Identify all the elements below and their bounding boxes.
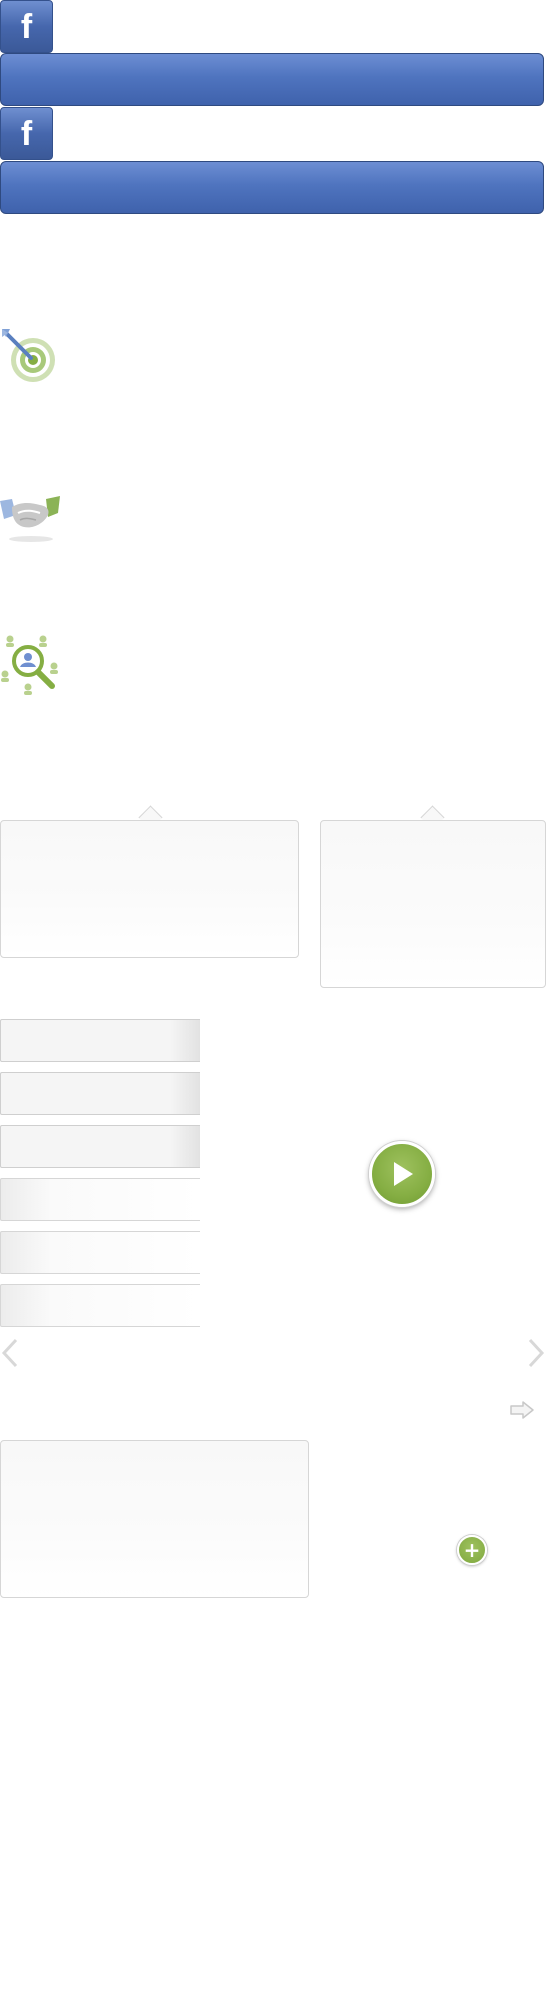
add-button[interactable]: + — [457, 1535, 487, 1565]
facebook-logo-letter: f — [20, 114, 33, 153]
tab-item[interactable] — [0, 1178, 200, 1221]
facebook-logo-icon[interactable]: f — [0, 107, 53, 160]
play-button[interactable] — [369, 1141, 435, 1207]
tab-item-active[interactable] — [0, 1125, 200, 1168]
chevron-right-icon[interactable] — [526, 1338, 546, 1368]
chevron-left-icon[interactable] — [0, 1338, 20, 1368]
tab-item[interactable] — [0, 1231, 200, 1274]
arrow-right-icon[interactable] — [509, 1400, 535, 1420]
target-dart-icon — [2, 329, 55, 382]
tab-item-active[interactable] — [0, 1072, 200, 1115]
tab-item[interactable] — [0, 1284, 200, 1327]
handshake-icon — [0, 496, 60, 542]
facebook-logo-letter: f — [20, 7, 33, 46]
plus-icon: + — [463, 1538, 481, 1562]
facebook-button-bar[interactable] — [0, 53, 544, 106]
facebook-logo-icon[interactable]: f — [0, 0, 53, 53]
tab-item-active[interactable] — [0, 1019, 200, 1062]
content-panel — [0, 805, 299, 958]
play-icon — [394, 1162, 413, 1186]
content-panel — [320, 805, 546, 988]
facebook-button-bar[interactable] — [0, 161, 544, 214]
content-panel — [0, 1440, 309, 1598]
people-search-icon — [1, 635, 58, 695]
